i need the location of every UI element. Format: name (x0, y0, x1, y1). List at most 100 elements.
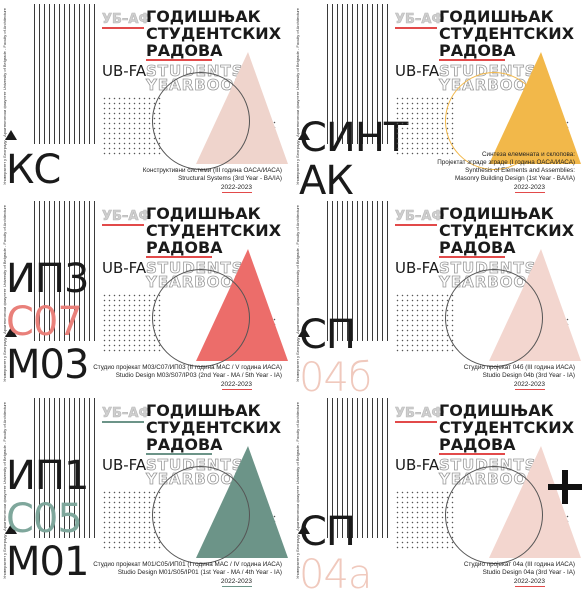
caption-line: Studio Design 04b (3rd Year - IA) (482, 372, 575, 379)
course-code-line: ИП1 (6, 453, 89, 499)
year-underline (515, 586, 545, 587)
yearbook-title-line1: ГОДИШЊАК (439, 401, 554, 420)
ubfa-label: UB-FA (102, 259, 147, 277)
caption-line: Studio Design M03/S07/IP03 (2nd Year - M… (115, 372, 282, 379)
header-underline (102, 421, 144, 423)
cover-card[interactable]: Универзитет у Београду - Архитектонски ф… (0, 394, 292, 591)
caption-line: Студио пројекат 04б (III година ИАСА) (463, 364, 575, 371)
outline-circle (445, 72, 543, 170)
cover-left-panel: Универзитет у Београду - Архитектонски ф… (0, 394, 100, 591)
academic-year: 2022-2023 (220, 578, 252, 585)
accent-triangle-right (541, 446, 581, 558)
accent-triangle-right (541, 249, 581, 361)
ubfa-label: UB-FA (395, 456, 440, 474)
accent-triangle-right (248, 52, 288, 164)
header-underline (395, 27, 437, 29)
header-abbrev: УБ–АФ (102, 406, 152, 422)
caption-line: Synthesis of Elements and Assemblies: (465, 167, 575, 174)
cover-left-panel: Универзитет у Београду - Архитектонски ф… (0, 197, 100, 394)
yearbook-title-line1: ГОДИШЊАК (146, 401, 261, 420)
course-code-line: 04б (299, 355, 372, 394)
triangle-logo-icon (298, 524, 310, 534)
yearbook-title-line2: СТУДЕНТСКИХ (439, 221, 575, 240)
cover-left-panel: Универзитет у Београду - Архитектонски ф… (0, 0, 100, 197)
course-code-line: СП (299, 509, 356, 555)
yearbook-title-line1: ГОДИШЊАК (439, 7, 554, 26)
cover-card[interactable]: Универзитет у Београду - Архитектонски ф… (0, 0, 292, 197)
triangle-logo-icon (298, 130, 310, 140)
ubfa-label: UB-FA (395, 62, 440, 80)
header-underline (102, 27, 144, 29)
title-underline (439, 256, 505, 258)
course-code-line: М03 (6, 342, 89, 388)
cover-card[interactable]: Универзитет у Београду - Архитектонски ф… (0, 197, 292, 394)
ubfa-label: UB-FA (102, 62, 147, 80)
outline-circle (152, 72, 250, 170)
cover-left-panel: Универзитет у Београду - Архитектонски ф… (293, 394, 393, 591)
year-underline (222, 389, 252, 390)
yearbook-title-line2: СТУДЕНТСКИХ (146, 24, 282, 43)
cover-left-panel: Универзитет у Београду - Архитектонски ф… (293, 0, 393, 197)
caption-line: Пројектат зграде зграде (I година ОАСА/И… (437, 159, 575, 166)
cover-card[interactable]: Универзитет у Београду - Архитектонски ф… (293, 0, 585, 197)
caption-line: Студио пројекат М01/С05/ИП01 (I година М… (93, 561, 282, 568)
header-underline (102, 224, 144, 226)
title-underline (439, 59, 505, 61)
academic-year: 2022-2023 (513, 578, 545, 585)
plus-icon (548, 470, 582, 504)
vertical-lines-pattern (34, 201, 98, 341)
course-code-line: С05 (6, 496, 83, 542)
caption-line: Studio Design 04a (3rd Year - IA) (482, 569, 575, 576)
academic-year: 2022-2023 (220, 184, 252, 191)
caption-line: Конструктивни системи (III година ОАСА/И… (142, 167, 282, 174)
header-abbrev: УБ–АФ (102, 209, 152, 225)
outline-circle (445, 269, 543, 367)
academic-year: 2022-2023 (513, 184, 545, 191)
yearbook-title-line2: СТУДЕНТСКИХ (439, 418, 575, 437)
course-code-line: АК (299, 158, 354, 197)
course-code-line: КС (6, 147, 61, 193)
yearbook-title-line1: ГОДИШЊАК (146, 7, 261, 26)
vertical-lines-pattern (327, 398, 391, 538)
header-abbrev: УБ–АФ (395, 209, 445, 225)
title-underline (146, 256, 212, 258)
course-code-line: ИП3 (6, 256, 89, 302)
course-code-line: СП (299, 312, 356, 358)
ubfa-label: UB-FA (102, 456, 147, 474)
vertical-lines-pattern (327, 201, 391, 341)
ubfa-label: UB-FA (395, 259, 440, 277)
cover-left-panel: Универзитет у Београду - Архитектонски ф… (293, 197, 393, 394)
caption-line: Синтеза елемената и склопова: (482, 151, 575, 158)
yearbook-title-line2: СТУДЕНТСКИХ (146, 418, 282, 437)
caption-line: Studio Design M01/S05/IP01 (1st Year - M… (117, 569, 282, 576)
year-underline (222, 586, 252, 587)
caption-line: Студио пројекат М03/С07/ИП03 (II година … (93, 364, 282, 371)
triangle-logo-icon (298, 327, 310, 337)
title-underline (146, 453, 212, 455)
caption-line: Masonry Building Design (1st Year - BA/I… (454, 175, 575, 182)
triangle-logo-icon (5, 524, 17, 534)
caption-line: Structural Systems (3rd Year - BA/IA) (178, 175, 282, 182)
year-underline (515, 389, 545, 390)
triangle-logo-icon (5, 327, 17, 337)
year-underline (515, 192, 545, 193)
accent-triangle-right (541, 52, 581, 164)
cover-card[interactable]: Универзитет у Београду - Архитектонски ф… (293, 197, 585, 394)
accent-triangle-right (248, 446, 288, 558)
vertical-lines-pattern (327, 4, 391, 144)
academic-year: 2022-2023 (220, 381, 252, 388)
cover-card[interactable]: Универзитет у Београду - Архитектонски ф… (293, 394, 585, 591)
academic-year: 2022-2023 (513, 381, 545, 388)
year-underline (222, 192, 252, 193)
header-underline (395, 224, 437, 226)
yearbook-title-line1: ГОДИШЊАК (439, 204, 554, 223)
title-underline (439, 453, 505, 455)
outline-circle (152, 466, 250, 564)
header-abbrev: УБ–АФ (395, 406, 445, 422)
header-abbrev: УБ–АФ (102, 12, 152, 28)
accent-triangle-right (248, 249, 288, 361)
course-code-line: С07 (6, 299, 83, 345)
yearbook-title-line1: ГОДИШЊАК (146, 204, 261, 223)
vertical-lines-pattern (34, 398, 98, 538)
